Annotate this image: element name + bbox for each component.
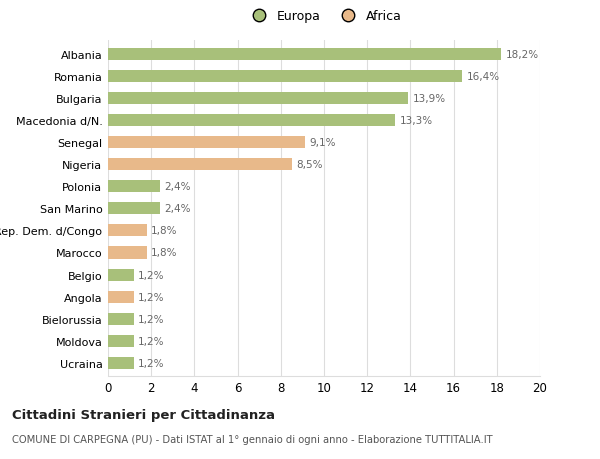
Bar — [108, 269, 134, 281]
Text: 13,9%: 13,9% — [413, 94, 446, 104]
Text: 1,8%: 1,8% — [151, 226, 178, 236]
Text: 1,2%: 1,2% — [138, 314, 165, 324]
Bar — [108, 115, 395, 127]
Bar — [108, 93, 408, 105]
Text: Cittadini Stranieri per Cittadinanza: Cittadini Stranieri per Cittadinanza — [12, 409, 275, 421]
Bar — [108, 247, 147, 259]
Legend: Europa, Africa: Europa, Africa — [242, 6, 406, 28]
Bar — [108, 291, 134, 303]
Text: 1,2%: 1,2% — [138, 358, 165, 368]
Bar — [108, 335, 134, 347]
Bar — [108, 137, 305, 149]
Bar — [108, 225, 147, 237]
Bar — [108, 181, 160, 193]
Bar — [108, 357, 134, 369]
Bar — [108, 49, 501, 61]
Bar — [108, 313, 134, 325]
Bar — [108, 71, 462, 83]
Bar — [108, 159, 292, 171]
Text: 13,3%: 13,3% — [400, 116, 433, 126]
Text: 1,2%: 1,2% — [138, 270, 165, 280]
Text: 18,2%: 18,2% — [505, 50, 539, 60]
Text: 16,4%: 16,4% — [467, 72, 500, 82]
Text: 8,5%: 8,5% — [296, 160, 322, 170]
Bar — [108, 203, 160, 215]
Text: 2,4%: 2,4% — [164, 204, 191, 214]
Text: 1,8%: 1,8% — [151, 248, 178, 258]
Text: 1,2%: 1,2% — [138, 292, 165, 302]
Text: 9,1%: 9,1% — [309, 138, 335, 148]
Text: 2,4%: 2,4% — [164, 182, 191, 192]
Text: 1,2%: 1,2% — [138, 336, 165, 346]
Text: COMUNE DI CARPEGNA (PU) - Dati ISTAT al 1° gennaio di ogni anno - Elaborazione T: COMUNE DI CARPEGNA (PU) - Dati ISTAT al … — [12, 434, 493, 444]
